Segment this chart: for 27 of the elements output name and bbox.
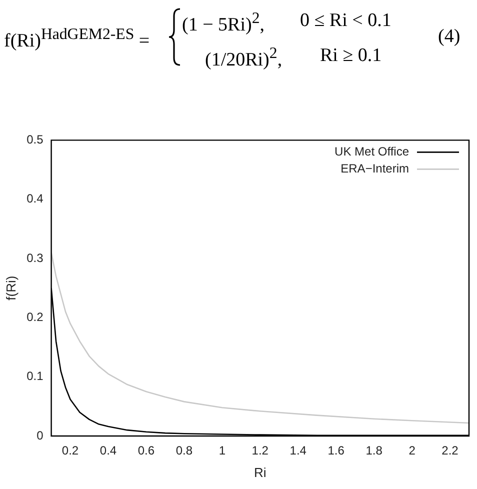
x-axis-title: Ri <box>254 464 266 480</box>
text: (4) <box>438 26 460 48</box>
y-tick-label: 0.3 <box>26 250 44 265</box>
x-tick-label: 0.4 <box>100 444 117 458</box>
x-tick-label: 1.8 <box>366 444 383 458</box>
y-axis-title: f(Ri) <box>3 276 18 300</box>
x-tick-label: 0.8 <box>176 444 193 458</box>
legend-label: UK Met Office <box>334 144 410 159</box>
legend-label: ERA−Interim <box>340 162 409 176</box>
x-tick-label: 0.2 <box>62 444 79 458</box>
text: Ri ≥ 0.1 <box>320 45 382 67</box>
text: (1/20Ri)$^{2}$, <box>205 45 282 72</box>
x-tick-label: 0.6 <box>138 444 155 458</box>
x-tick-label: 1.2 <box>252 444 269 458</box>
x-tick-label: 1.4 <box>290 444 307 458</box>
y-tick-label: 0.5 <box>26 132 44 147</box>
text: 0 ≤ Ri < 0.1 <box>300 10 392 32</box>
y-tick-label: 0.2 <box>26 310 44 324</box>
x-tick-label: 1.6 <box>328 444 345 458</box>
x-tick-label: 2 <box>408 444 416 458</box>
y-tick-label: 0.4 <box>26 192 44 206</box>
x-tick-label: 2.2 <box>442 444 459 458</box>
x-tick-label: 1 <box>218 444 226 458</box>
y-tick-label: 0 <box>36 428 44 442</box>
text: (1 − 5Ri)$^{2}$, <box>182 10 264 36</box>
text: f(Ri)$^{HadGEM2-ES}$ = <box>4 26 150 52</box>
y-tick-label: 0.1 <box>26 369 44 384</box>
